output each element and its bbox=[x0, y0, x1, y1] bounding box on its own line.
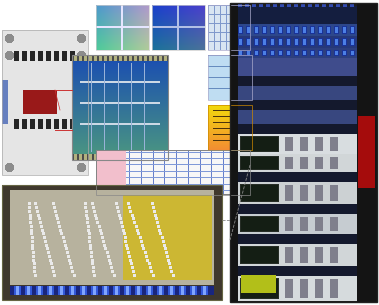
Bar bbox=[152, 5, 205, 50]
Bar bbox=[208, 105, 252, 150]
Bar bbox=[2, 185, 222, 300]
Bar bbox=[96, 5, 149, 50]
Bar bbox=[230, 3, 377, 302]
Bar bbox=[96, 150, 250, 195]
Bar bbox=[208, 55, 252, 100]
Bar bbox=[208, 5, 250, 50]
Bar bbox=[72, 55, 168, 160]
Bar bbox=[2, 30, 88, 175]
